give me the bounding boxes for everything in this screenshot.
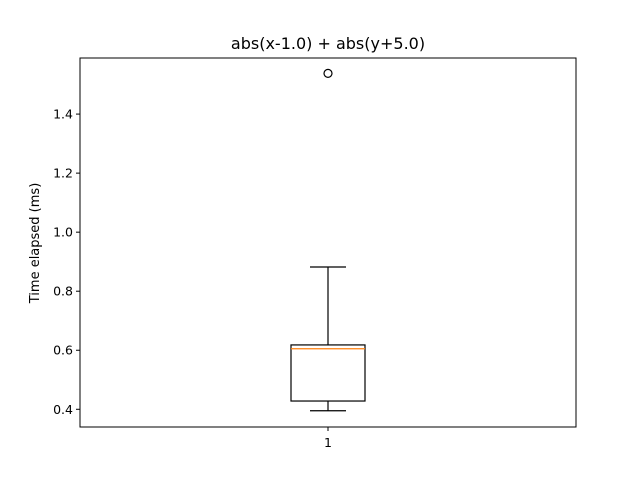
y-tick-label: 0.6 <box>53 343 73 358</box>
chart-title: abs(x-1.0) + abs(y+5.0) <box>231 34 425 53</box>
outlier-point <box>323 68 333 78</box>
x-axis-ticks: 1 <box>324 427 332 450</box>
x-tick-label: 1 <box>324 435 332 450</box>
y-tick-label: 1.0 <box>53 225 73 240</box>
y-axis-ticks: 0.4 0.6 0.8 1.0 1.2 1.4 <box>53 107 80 417</box>
y-tick-label: 0.8 <box>53 284 73 299</box>
y-tick-label: 0.4 <box>53 402 73 417</box>
y-tick-label: 1.2 <box>53 166 73 181</box>
interquartile-box <box>290 344 366 402</box>
y-tick-label: 1.4 <box>53 107 73 122</box>
axes-frame <box>79 57 577 428</box>
plot-marks <box>290 68 366 412</box>
y-axis-label: Time elapsed (ms) <box>28 183 43 305</box>
